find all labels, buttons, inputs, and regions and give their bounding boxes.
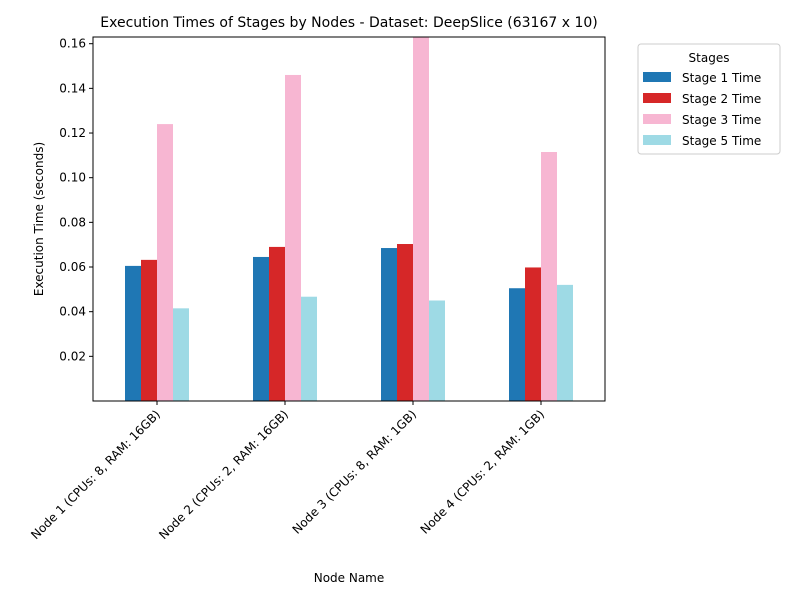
- bar-stage-3-time-node-1: [157, 124, 173, 401]
- bar-stage-5-time-node-2: [301, 296, 317, 401]
- y-tick-label: 0.06: [59, 260, 86, 274]
- legend-label: Stage 3 Time: [682, 113, 761, 127]
- chart-title: Execution Times of Stages by Nodes - Dat…: [100, 15, 597, 31]
- plot-frame: [92, 36, 606, 402]
- legend-title: Stages: [689, 51, 730, 65]
- legend-swatch: [643, 93, 671, 103]
- y-tick-label: 0.10: [59, 171, 86, 185]
- bar-stage-3-time-node-3: [413, 37, 429, 401]
- bar-stage-1-time-node-3: [381, 248, 397, 401]
- x-tick-label: Node 4 (CPUs: 2, RAM: 1GB): [418, 407, 548, 537]
- bar-stage-2-time-node-1: [141, 259, 157, 401]
- bar-stage-5-time-node-3: [429, 300, 445, 401]
- legend-label: Stage 1 Time: [682, 71, 761, 85]
- x-tick-label: Node 3 (CPUs: 8, RAM: 1GB): [290, 407, 420, 537]
- x-axis-title: Node Name: [314, 571, 385, 585]
- legend: Stages Stage 1 Time Stage 2 Time Stage 3 T…: [637, 43, 781, 155]
- legend-swatch: [643, 114, 671, 124]
- y-tick-label: 0.12: [59, 126, 86, 140]
- bars-layer: [125, 37, 573, 401]
- legend-entries: Stage 1 Time Stage 2 Time Stage 3 Time Stag…: [643, 71, 761, 148]
- x-tick-label: Node 2 (CPUs: 2, RAM: 16GB): [156, 407, 291, 542]
- bar-stage-2-time-node-2: [269, 246, 285, 401]
- y-tick-label: 0.14: [59, 81, 86, 95]
- y-axis-title: Execution Time (seconds): [32, 142, 46, 296]
- y-tick-label: 0.08: [59, 215, 86, 229]
- bar-stage-2-time-node-3: [397, 244, 413, 401]
- bar-stage-5-time-node-4: [557, 284, 573, 401]
- bar-stage-1-time-node-2: [253, 256, 269, 401]
- bar-stage-5-time-node-1: [173, 308, 189, 401]
- y-tick-label: 0.04: [59, 305, 86, 319]
- legend-box: [637, 43, 781, 155]
- legend-label: Stage 2 Time: [682, 92, 761, 106]
- y-axis-ticks: 0.02 0.04 0.06 0.08 0.10 0.12 0.14 0.16: [59, 37, 93, 363]
- legend-swatch: [643, 72, 671, 82]
- bar-stage-1-time-node-4: [509, 288, 525, 401]
- bar-stage-1-time-node-1: [125, 265, 141, 401]
- bar-stage-2-time-node-4: [525, 267, 541, 401]
- legend-swatch: [643, 135, 671, 145]
- bar-stage-3-time-node-2: [285, 74, 301, 401]
- x-axis-ticks: Node 1 (CPUs: 8, RAM: 16GB)Node 2 (CPUs:…: [28, 401, 547, 542]
- x-tick-label: Node 1 (CPUs: 8, RAM: 16GB): [28, 407, 163, 542]
- y-tick-label: 0.02: [59, 349, 86, 363]
- bar-stage-3-time-node-4: [541, 152, 557, 401]
- y-tick-label: 0.16: [59, 37, 86, 51]
- legend-label: Stage 5 Time: [682, 134, 761, 148]
